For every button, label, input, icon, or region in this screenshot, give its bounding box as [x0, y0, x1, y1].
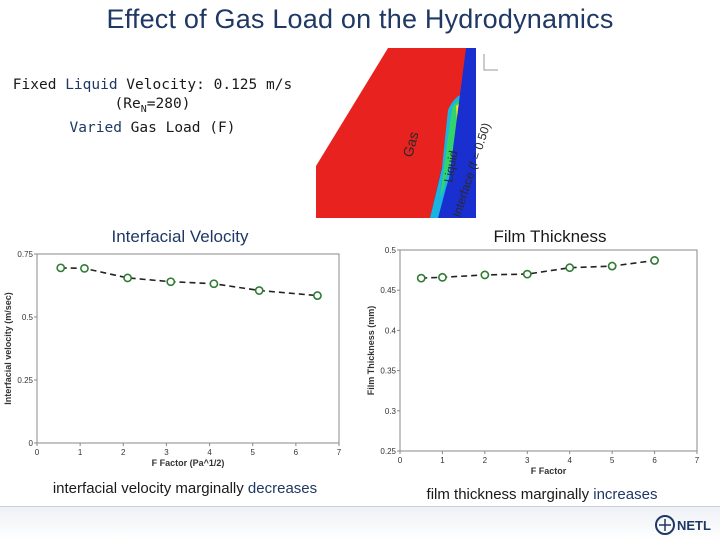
caption-right: film thickness marginally increases — [372, 486, 712, 503]
x-axis-label: F Factor (Pa^1/2) — [152, 458, 225, 468]
data-point — [254, 286, 264, 295]
data-point — [166, 277, 176, 287]
data-point — [56, 263, 66, 273]
domain-wall — [476, 48, 502, 218]
data-point — [416, 273, 426, 283]
subtitle-velocity-text: Velocity: 0.125 m/s (Re — [114, 77, 293, 112]
y-tick-label: 0.45 — [380, 286, 396, 295]
data-point — [123, 273, 132, 283]
x-tick-label: 3 — [525, 456, 530, 465]
film-thickness-chart: 0 1 2 3 4 5 6 7 0.25 0.3 0.35 0.4 0.45 0.5 F Factor Fil… — [366, 246, 700, 476]
y-tick-label: 0.4 — [385, 326, 397, 335]
x-tick-label: 5 — [250, 448, 255, 457]
subtitle-line-2: Varied Gas Load (F) — [0, 119, 305, 138]
plot-frame — [36, 253, 340, 444]
data-point — [480, 270, 490, 280]
x-tick-label: 5 — [610, 456, 615, 465]
caption-left-text: interfacial velocity marginally — [52, 480, 248, 497]
caption-right-text: film thickness marginally — [426, 486, 594, 503]
data-point — [607, 261, 617, 271]
data-point — [313, 291, 322, 300]
subtitle-gas-load-text: Gas Load (F) — [121, 119, 236, 136]
slide-title: Effect of Gas Load on the Hydrodynamics — [106, 4, 614, 34]
x-tick-label: 7 — [337, 448, 342, 457]
subtitle-liquid-word: Liquid — [65, 77, 118, 93]
x-tick-label: 4 — [207, 448, 212, 457]
x-tick-label: 6 — [294, 448, 299, 457]
cfd-label-liquid: Liquid — [441, 150, 460, 184]
x-axis-label: F Factor — [531, 466, 567, 476]
subtitle-varied-word: Varied — [69, 119, 122, 136]
liquid-near-wall — [444, 48, 476, 218]
caption-left-highlight: decreases — [247, 480, 318, 497]
cfd-contour-image: Gas Liquid Interface (f = 0.50) — [316, 48, 502, 218]
chart-left-title: Interfacial Velocity — [111, 227, 249, 246]
data-point — [650, 256, 659, 265]
x-tick-label: 7 — [695, 456, 700, 465]
data-point — [209, 279, 219, 289]
slide-subtitle: Fixed Liquid Velocity: 0.125 m/s (ReN=28… — [0, 76, 305, 138]
x-tick-label: 2 — [121, 448, 126, 457]
x-tick-label: 1 — [78, 448, 83, 457]
logo-ring-icon — [655, 515, 675, 535]
data-point — [522, 269, 532, 279]
plot-frame — [399, 249, 698, 452]
caption-left: interfacial velocity marginally decrease… — [0, 480, 370, 497]
caption-right-highlight: increases — [593, 486, 658, 503]
data-point — [565, 263, 575, 273]
x-tick-label: 0 — [398, 456, 403, 465]
logo-cross-icon — [659, 519, 671, 531]
interfacial-velocity-chart: 0 1 2 3 4 5 6 7 0 0.25 0.5 0.75 F Factor (Pa^1/2) Int… — [3, 250, 342, 468]
netl-logo: NETL — [655, 515, 711, 535]
y-axis-label: Interfacial velocity (m/sec) — [3, 292, 13, 405]
subtitle-line-1: Fixed Liquid Velocity: 0.125 m/s (ReN=28… — [0, 76, 305, 119]
data-point — [438, 272, 447, 282]
y-tick-label: 0.5 — [22, 313, 34, 322]
x-tick-label: 2 — [483, 456, 488, 465]
y-tick-label: 0.5 — [385, 246, 397, 255]
y-tick-label: 0.3 — [385, 407, 397, 416]
subtitle-prefix: Fixed — [12, 77, 66, 93]
chart-right-title: Film Thickness — [493, 227, 607, 246]
y-tick-label: 0.75 — [17, 250, 33, 259]
logo-text: NETL — [677, 518, 711, 533]
axis-triad-icon — [483, 54, 498, 71]
y-tick-label: 0.25 — [380, 447, 396, 456]
x-tick-label: 1 — [440, 456, 445, 465]
y-axis-label: Film Thickness (mm) — [366, 306, 376, 396]
y-tick-label: 0 — [29, 439, 34, 448]
x-tick-label: 4 — [567, 456, 572, 465]
y-tick-label: 0.35 — [380, 367, 396, 376]
data-point — [80, 263, 89, 273]
x-tick-label: 0 — [35, 448, 40, 457]
x-tick-label: 6 — [652, 456, 657, 465]
footer-band — [0, 506, 720, 541]
cfd-label-gas: Gas — [399, 130, 421, 159]
subtitle-subscript: N — [140, 103, 147, 115]
y-tick-label: 0.25 — [17, 376, 33, 385]
x-tick-label: 3 — [164, 448, 169, 457]
subtitle-reynolds-value: =280) — [146, 96, 191, 112]
